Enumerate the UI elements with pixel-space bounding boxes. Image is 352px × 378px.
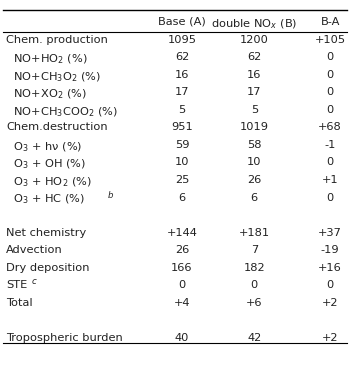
Text: O$_3$ + hν (%): O$_3$ + hν (%) (6, 140, 82, 153)
Text: +16: +16 (318, 263, 342, 273)
Text: O$_3$ + OH (%): O$_3$ + OH (%) (6, 158, 87, 171)
Text: -19: -19 (321, 245, 339, 255)
Text: NO+HO$_2$ (%): NO+HO$_2$ (%) (6, 53, 88, 66)
Text: O$_3$ + HC (%): O$_3$ + HC (%) (6, 192, 86, 206)
Text: 59: 59 (175, 140, 189, 150)
Text: 5: 5 (178, 105, 186, 115)
Text: Chem.destruction: Chem.destruction (6, 122, 108, 132)
Text: 7: 7 (251, 245, 258, 255)
Text: Tropospheric burden: Tropospheric burden (6, 333, 123, 342)
Text: +181: +181 (239, 228, 270, 237)
Text: 17: 17 (175, 87, 189, 98)
Text: 0: 0 (251, 280, 258, 290)
Text: +1: +1 (322, 175, 338, 185)
Text: 0: 0 (326, 70, 334, 80)
Text: 17: 17 (247, 87, 262, 98)
Text: +37: +37 (318, 228, 342, 237)
Text: 26: 26 (247, 175, 262, 185)
Text: NO+XO$_2$ (%): NO+XO$_2$ (%) (6, 87, 87, 101)
Text: B-A: B-A (320, 17, 340, 27)
Text: 58: 58 (247, 140, 262, 150)
Text: +4: +4 (174, 297, 190, 308)
Text: Chem. production: Chem. production (6, 35, 108, 45)
Text: 42: 42 (247, 333, 262, 342)
Text: 1200: 1200 (240, 35, 269, 45)
Text: 40: 40 (175, 333, 189, 342)
Text: +6: +6 (246, 297, 263, 308)
Text: 26: 26 (175, 245, 189, 255)
Text: +2: +2 (322, 333, 338, 342)
Text: 166: 166 (171, 263, 193, 273)
Text: 62: 62 (175, 53, 189, 62)
Text: 6: 6 (178, 192, 186, 203)
Text: $c$: $c$ (31, 277, 38, 286)
Text: NO+CH$_3$COO$_2$ (%): NO+CH$_3$COO$_2$ (%) (6, 105, 118, 119)
Text: Advection: Advection (6, 245, 63, 255)
Text: 0: 0 (326, 158, 334, 167)
Text: +2: +2 (322, 297, 338, 308)
Text: 0: 0 (178, 280, 186, 290)
Text: +144: +144 (166, 228, 197, 237)
Text: 0: 0 (326, 192, 334, 203)
Text: -1: -1 (325, 140, 336, 150)
Text: 951: 951 (171, 122, 193, 132)
Text: 0: 0 (326, 105, 334, 115)
Text: 25: 25 (175, 175, 189, 185)
Text: Dry deposition: Dry deposition (6, 263, 90, 273)
Text: +68: +68 (318, 122, 342, 132)
Text: $b$: $b$ (107, 189, 114, 200)
Text: O$_3$ + HO$_2$ (%): O$_3$ + HO$_2$ (%) (6, 175, 92, 189)
Text: 1095: 1095 (168, 35, 196, 45)
Text: 0: 0 (326, 280, 334, 290)
Text: Net chemistry: Net chemistry (6, 228, 87, 237)
Text: 0: 0 (326, 53, 334, 62)
Text: 62: 62 (247, 53, 262, 62)
Text: 16: 16 (247, 70, 262, 80)
Text: Base (A): Base (A) (158, 17, 206, 27)
Text: 182: 182 (244, 263, 265, 273)
Text: 0: 0 (326, 87, 334, 98)
Text: 6: 6 (251, 192, 258, 203)
Text: 10: 10 (175, 158, 189, 167)
Text: 16: 16 (175, 70, 189, 80)
Text: NO+CH$_3$O$_2$ (%): NO+CH$_3$O$_2$ (%) (6, 70, 101, 84)
Text: 1019: 1019 (240, 122, 269, 132)
Text: STE: STE (6, 280, 27, 290)
Text: 5: 5 (251, 105, 258, 115)
Text: double NO$_x$ (B): double NO$_x$ (B) (211, 17, 297, 31)
Text: +105: +105 (314, 35, 346, 45)
Text: Total: Total (6, 297, 33, 308)
Text: 10: 10 (247, 158, 262, 167)
